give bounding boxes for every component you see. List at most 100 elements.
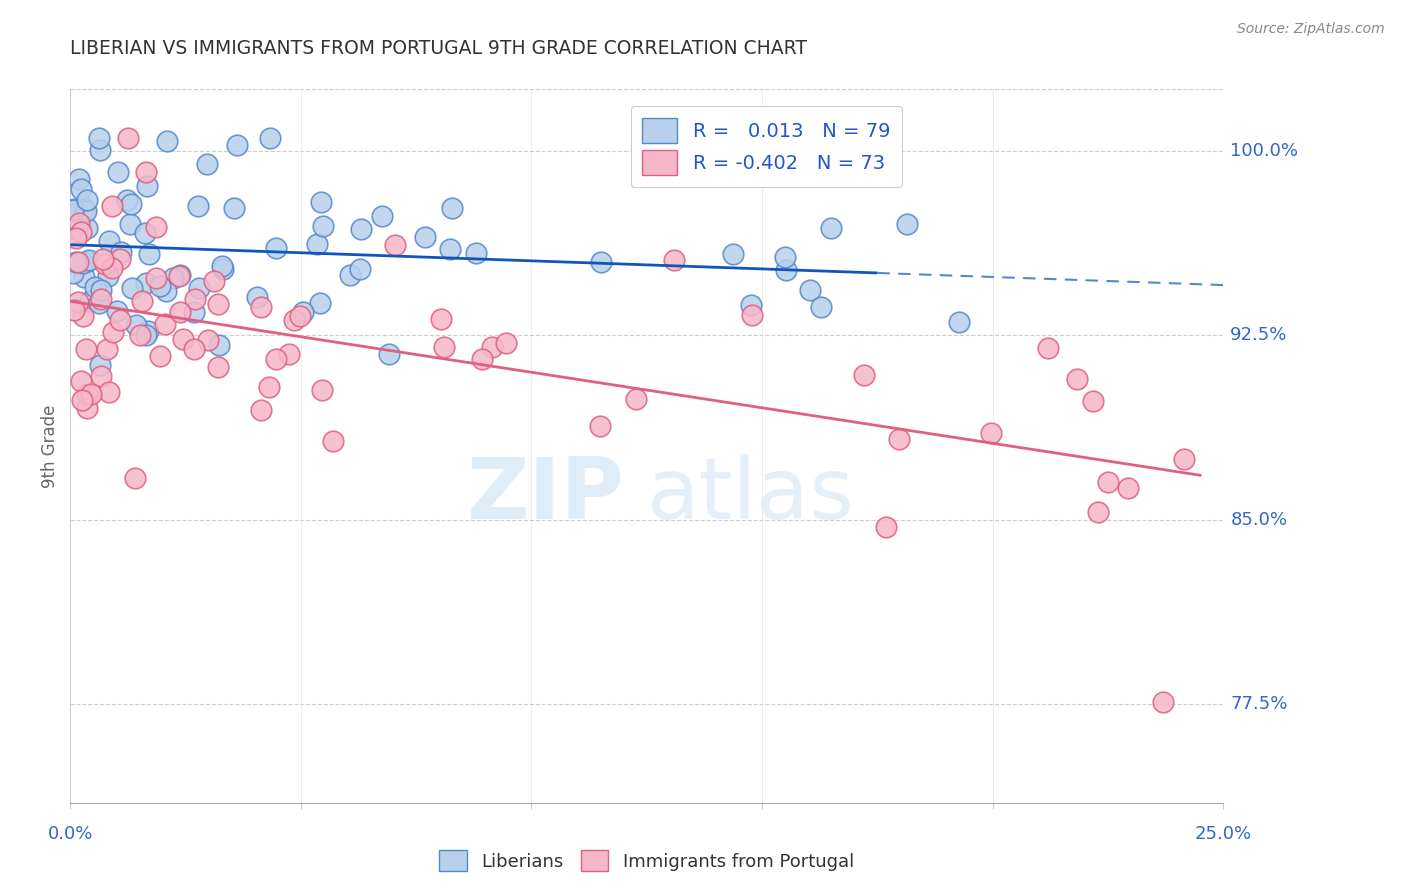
Point: [481, 340, 503, 354]
Point: [322, 434, 344, 448]
Point: [440, 202, 463, 216]
Point: [101, 325, 124, 339]
Point: [211, 261, 233, 276]
Point: [76, 386, 98, 401]
Point: [207, 337, 229, 351]
Legend: R =   0.013   N = 79, R = -0.402   N = 73: R = 0.013 N = 79, R = -0.402 N = 73: [631, 106, 903, 187]
Text: Source: ZipAtlas.com: Source: ZipAtlas.com: [1237, 22, 1385, 37]
Point: [69, 375, 91, 389]
Point: [67, 216, 90, 230]
Point: [257, 380, 280, 394]
Point: [105, 304, 128, 318]
Point: [76, 254, 98, 268]
Point: [202, 274, 225, 288]
Point: [169, 305, 191, 319]
Point: [439, 242, 461, 256]
Point: [76, 221, 98, 235]
Point: [378, 347, 401, 361]
Point: [124, 471, 146, 485]
Point: [589, 255, 612, 269]
Text: 0.0%: 0.0%: [48, 825, 93, 843]
Point: [89, 143, 111, 157]
Point: [101, 199, 124, 213]
Point: [84, 280, 107, 294]
Point: [183, 342, 205, 356]
Text: 100.0%: 100.0%: [1230, 142, 1298, 160]
Point: [980, 425, 1002, 440]
Point: [72, 309, 94, 323]
Point: [87, 131, 110, 145]
Text: 25.0%: 25.0%: [1195, 825, 1251, 843]
Point: [90, 293, 112, 307]
Point: [77, 253, 100, 268]
Point: [1066, 371, 1088, 385]
Point: [852, 368, 875, 382]
Point: [90, 369, 112, 384]
Point: [110, 312, 132, 326]
Point: [63, 202, 86, 217]
Point: [66, 295, 89, 310]
Point: [156, 134, 179, 148]
Point: [62, 202, 84, 217]
Point: [72, 393, 94, 408]
Point: [1038, 341, 1060, 355]
Point: [79, 294, 101, 309]
Text: LIBERIAN VS IMMIGRANTS FROM PORTUGAL 9TH GRADE CORRELATION CHART: LIBERIAN VS IMMIGRANTS FROM PORTUGAL 9TH…: [70, 39, 807, 58]
Point: [889, 432, 911, 446]
Point: [799, 283, 821, 297]
Point: [94, 257, 117, 271]
Point: [773, 251, 796, 265]
Text: 85.0%: 85.0%: [1230, 511, 1288, 529]
Point: [183, 305, 205, 319]
Point: [145, 271, 167, 285]
Point: [75, 203, 97, 218]
Point: [350, 222, 373, 236]
Point: [250, 300, 273, 314]
Point: [120, 197, 142, 211]
Point: [370, 209, 392, 223]
Text: ZIP: ZIP: [465, 454, 624, 538]
Point: [73, 270, 96, 285]
Point: [87, 295, 110, 310]
Point: [72, 256, 94, 270]
Point: [810, 300, 832, 314]
Point: [70, 181, 93, 195]
Point: [246, 290, 269, 304]
Point: [169, 268, 191, 282]
Point: [66, 254, 89, 268]
Point: [89, 359, 111, 373]
Point: [153, 318, 176, 332]
Point: [896, 217, 918, 231]
Point: [188, 281, 211, 295]
Point: [101, 260, 124, 275]
Point: [211, 260, 233, 274]
Point: [135, 277, 157, 291]
Point: [62, 267, 84, 281]
Point: [277, 347, 299, 361]
Point: [589, 418, 612, 433]
Point: [145, 219, 167, 234]
Point: [167, 268, 190, 283]
Point: [495, 335, 517, 350]
Point: [339, 268, 361, 282]
Point: [172, 332, 194, 346]
Point: [1152, 695, 1174, 709]
Point: [948, 315, 970, 329]
Point: [197, 333, 219, 347]
Point: [226, 138, 249, 153]
Point: [222, 201, 245, 215]
Point: [288, 310, 311, 324]
Point: [135, 327, 157, 342]
Point: [430, 311, 453, 326]
Point: [135, 165, 157, 179]
Legend: Liberians, Immigrants from Portugal: Liberians, Immigrants from Portugal: [432, 843, 862, 879]
Point: [307, 236, 329, 251]
Point: [292, 305, 315, 319]
Point: [98, 234, 121, 248]
Point: [125, 318, 148, 332]
Point: [741, 308, 763, 322]
Point: [207, 360, 229, 375]
Point: [312, 219, 335, 234]
Point: [259, 131, 281, 145]
Point: [465, 246, 488, 260]
